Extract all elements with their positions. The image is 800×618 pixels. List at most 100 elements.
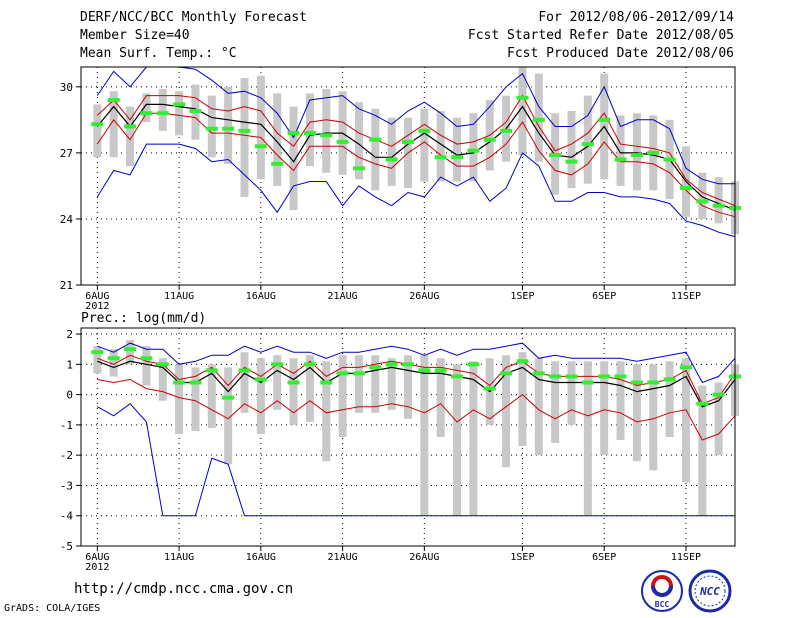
precipitation-median-mark bbox=[630, 380, 643, 385]
temperature-median-mark bbox=[549, 153, 562, 158]
temperature-spread-box bbox=[256, 75, 265, 180]
precipitation-y-tick-label: -3 bbox=[60, 479, 73, 492]
temperature-spread-box bbox=[322, 89, 331, 173]
grads-credit: GrADS: COLA/IGES bbox=[4, 603, 101, 614]
temperature-median-mark bbox=[614, 157, 627, 162]
temperature-median-mark bbox=[565, 159, 578, 164]
model-title: DERF/NCC/BCC Monthly Forecast bbox=[80, 10, 307, 25]
temperature-spread-box bbox=[109, 91, 118, 158]
precipitation-spread-box bbox=[518, 352, 527, 447]
temperature-median-mark bbox=[451, 155, 464, 160]
temperature-upper-line bbox=[96, 94, 736, 207]
temperature-max-line bbox=[96, 66, 735, 185]
member-size: Member Size=40 bbox=[80, 28, 190, 43]
source-url[interactable]: http://cmdp.ncc.cma.gov.cn bbox=[74, 581, 294, 597]
precipitation-median-mark bbox=[549, 374, 562, 379]
precipitation-median-mark bbox=[271, 362, 284, 367]
precipitation-spread-box bbox=[158, 358, 167, 401]
precipitation-median-mark bbox=[222, 395, 235, 400]
precipitation-median-mark bbox=[124, 347, 137, 352]
precipitation-spread-box bbox=[256, 358, 265, 434]
precipitation-spread-box bbox=[175, 364, 184, 434]
temperature-median-mark bbox=[663, 157, 676, 162]
temperature-spread-box bbox=[224, 86, 233, 164]
temperature-median-mark bbox=[287, 131, 300, 136]
temperature-spread-box bbox=[207, 95, 216, 158]
temperature-spread-box bbox=[436, 111, 445, 182]
temperature-spread-box bbox=[142, 93, 151, 123]
precipitation-spread-box bbox=[698, 385, 707, 516]
temperature-median-mark bbox=[434, 155, 447, 160]
precipitation-median-mark bbox=[532, 371, 545, 376]
temperature-median-mark bbox=[402, 139, 414, 144]
temperature-spread-box bbox=[534, 73, 543, 162]
precipitation-median-mark bbox=[647, 380, 660, 385]
temperature-median-mark bbox=[173, 102, 186, 107]
temperature-x-tick-label: 16AUG bbox=[246, 291, 276, 302]
temperature-median-mark bbox=[483, 137, 496, 142]
ncc-logo: NCC bbox=[688, 569, 732, 613]
precipitation-frame bbox=[80, 327, 736, 547]
precipitation-median-mark bbox=[418, 368, 431, 373]
precipitation-median-mark bbox=[352, 371, 365, 376]
precipitation-x-tick-label: 21AUG bbox=[328, 552, 358, 563]
precipitation-median-mark bbox=[156, 362, 169, 367]
precipitation-median-mark bbox=[336, 371, 349, 376]
temperature-median-mark bbox=[418, 128, 431, 133]
precipitation-median-mark bbox=[581, 380, 594, 385]
precipitation-spread-box bbox=[453, 364, 462, 516]
temperature-mean-line bbox=[96, 103, 736, 211]
temperature-spread-box bbox=[616, 115, 625, 186]
precipitation-spread-box bbox=[224, 367, 233, 465]
precipitation-median-mark bbox=[402, 362, 414, 367]
precipitation-spread-box bbox=[632, 364, 641, 462]
temperature-median-mark bbox=[467, 148, 480, 153]
precipitation-spread-box bbox=[681, 358, 690, 483]
temperature-spread-box bbox=[354, 102, 363, 180]
precipitation-panel-title: Prec.: log(mm/d) bbox=[81, 311, 206, 326]
precipitation-median-mark bbox=[565, 374, 578, 379]
precipitation-median-mark bbox=[205, 368, 218, 373]
precipitation-spread-box bbox=[583, 361, 592, 516]
precipitation-spread-box bbox=[191, 367, 200, 431]
temperature-median-mark bbox=[712, 203, 725, 208]
temperature-spread-box bbox=[453, 117, 462, 182]
temperature-median-mark bbox=[124, 124, 137, 129]
temperature-panel: 21 24 27 30 6AUG 11AUG 16AUG 21AUG 26AUG 1SEP 6SEP… bbox=[60, 66, 741, 312]
precipitation-spread-box bbox=[371, 355, 380, 413]
temperature-spread-box bbox=[469, 113, 478, 182]
temperature-median-mark bbox=[532, 117, 545, 122]
forecast-started-date: Fcst Started Refer Date 2012/08/05 bbox=[467, 28, 734, 43]
precipitation-spread-box bbox=[404, 355, 412, 419]
precipitation-median-mark bbox=[107, 356, 120, 361]
precipitation-y-tick-label: -2 bbox=[60, 449, 73, 462]
temperature-x-tick-label: 11AUG bbox=[164, 291, 194, 302]
temperature-spread-box bbox=[698, 172, 707, 219]
precipitation-x-tick-label: 26AUG bbox=[409, 552, 439, 563]
bcc-logo: BCC bbox=[641, 570, 683, 612]
precipitation-median-mark bbox=[303, 362, 316, 367]
precipitation-spread-box bbox=[387, 358, 396, 410]
temperature-x-tick-label: 6AUG bbox=[85, 291, 109, 302]
precipitation-mean-line bbox=[97, 360, 736, 408]
precipitation-x-tick-label: 16AUG bbox=[246, 552, 276, 563]
precipitation-median-mark bbox=[238, 368, 251, 373]
precipitation-y-tick-label: -5 bbox=[60, 540, 73, 553]
temperature-median-mark bbox=[647, 150, 660, 155]
temperature-median-mark bbox=[516, 95, 529, 100]
precipitation-spread-box bbox=[93, 346, 102, 374]
precipitation-spread-box bbox=[273, 355, 282, 410]
temperature-x-tick-label: 6SEP bbox=[592, 291, 616, 302]
temperature-median-mark bbox=[369, 137, 382, 142]
precipitation-y-tick-label: -4 bbox=[60, 510, 74, 523]
temperature-spread-box bbox=[240, 78, 249, 197]
precipitation-median-mark bbox=[679, 365, 692, 370]
precipitation-spread-box bbox=[534, 358, 543, 456]
temperature-median-mark bbox=[140, 111, 153, 116]
forecast-period: For 2012/08/06-2012/09/14 bbox=[538, 10, 734, 25]
temperature-spread-box bbox=[632, 113, 641, 191]
precipitation-spread-box bbox=[126, 340, 135, 365]
precipitation-year-label: 2012 bbox=[85, 562, 109, 573]
precipitation-x-tick-label: 1SEP bbox=[510, 552, 534, 563]
